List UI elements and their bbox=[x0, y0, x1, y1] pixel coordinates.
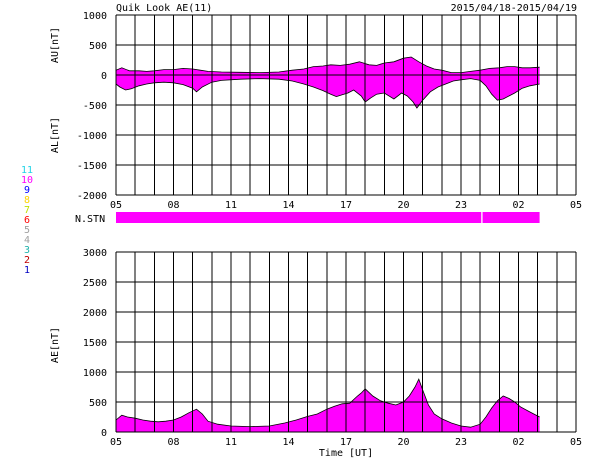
top-ytick-label: -2000 bbox=[77, 191, 107, 202]
bot-xtick-label: 23 bbox=[455, 437, 467, 448]
bot-xtick-label: 17 bbox=[340, 437, 352, 448]
bot-xtick-label: 08 bbox=[167, 437, 179, 448]
station-legend-label: 1 bbox=[24, 265, 30, 276]
top-xtick-label: 11 bbox=[225, 200, 237, 211]
top-ytick-label: -1500 bbox=[77, 161, 107, 172]
station-legend-label: 10 bbox=[21, 175, 33, 186]
date-range: 2015/04/18-2015/04/19 bbox=[451, 3, 577, 14]
top-xtick-label: 05 bbox=[570, 200, 582, 211]
bot-xtick-label: 02 bbox=[512, 437, 524, 448]
ae-line bbox=[115, 378, 540, 428]
bot-xtick-label: 05 bbox=[110, 437, 122, 448]
bot-ytick-label: 0 bbox=[101, 428, 107, 439]
au-area bbox=[116, 57, 540, 75]
station-legend-label: 8 bbox=[24, 195, 30, 206]
station-legend-label: 4 bbox=[24, 235, 30, 246]
bot-ytick-label: 3000 bbox=[83, 248, 107, 259]
station-legend-label: 3 bbox=[24, 245, 30, 256]
top-xtick-label: 14 bbox=[282, 200, 294, 211]
bot-xtick-label: 20 bbox=[397, 437, 409, 448]
ae-panel: 3000 2500 2000 1500 1000 500 0 05 08 11 14 17 20 23 0… bbox=[50, 248, 582, 459]
top-xtick-label: 20 bbox=[397, 200, 409, 211]
ae-area bbox=[116, 379, 540, 432]
nstn-marker bbox=[481, 212, 483, 223]
top-ytick-label: -500 bbox=[83, 101, 107, 112]
station-legend-label: 9 bbox=[24, 185, 30, 196]
au-al-panel: 1000 500 0 -500 -1000 -1500 -2000 05 08 11 14 17 20… bbox=[50, 11, 582, 211]
nstn-row: N.STN bbox=[75, 212, 540, 225]
bot-xtick-label: 14 bbox=[282, 437, 294, 448]
bot-xtick-label: 11 bbox=[225, 437, 237, 448]
al-area bbox=[116, 75, 540, 108]
top-ytick-label: 500 bbox=[89, 41, 107, 52]
bot-ytick-label: 2000 bbox=[83, 308, 107, 319]
top-xtick-label: 23 bbox=[455, 200, 467, 211]
top-xtick-label: 17 bbox=[340, 200, 352, 211]
station-legend-label: 6 bbox=[24, 215, 30, 226]
au-axis-label: AU[nT] bbox=[50, 27, 61, 63]
bot-ytick-label: 500 bbox=[89, 398, 107, 409]
station-legend-label: 2 bbox=[24, 255, 30, 266]
nstn-label: N.STN bbox=[75, 214, 105, 225]
station-legend-label: 11 bbox=[21, 165, 33, 176]
top-xtick-label: 08 bbox=[167, 200, 179, 211]
nstn-bar bbox=[116, 212, 540, 223]
au-line bbox=[115, 56, 540, 74]
time-axis-label: Time [UT] bbox=[319, 448, 373, 459]
al-axis-label: AL[nT] bbox=[50, 117, 61, 153]
bot-ytick-label: 1000 bbox=[83, 368, 107, 379]
al-line bbox=[115, 78, 540, 109]
chart-title: Quik Look AE(11) bbox=[116, 3, 212, 14]
ae-axis-label: AE[nT] bbox=[50, 327, 61, 363]
top-ytick-label: 1000 bbox=[83, 11, 107, 22]
station-legend-label: 7 bbox=[24, 205, 30, 216]
bot-xtick-label: 05 bbox=[570, 437, 582, 448]
top-ytick-label: -1000 bbox=[77, 131, 107, 142]
top-xtick-label: 05 bbox=[110, 200, 122, 211]
station-legend-label: 5 bbox=[24, 225, 30, 236]
bot-ytick-label: 2500 bbox=[83, 278, 107, 289]
bot-ytick-label: 1500 bbox=[83, 338, 107, 349]
top-ytick-label: 0 bbox=[101, 71, 107, 82]
top-xtick-label: 02 bbox=[512, 200, 524, 211]
